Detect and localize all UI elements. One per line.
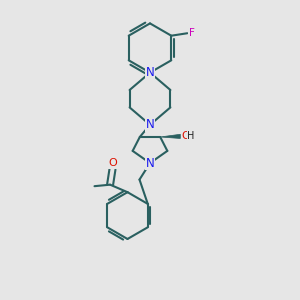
Text: H: H bbox=[188, 131, 195, 141]
Text: O: O bbox=[181, 131, 190, 141]
Text: N: N bbox=[146, 157, 154, 169]
Text: O: O bbox=[108, 158, 117, 168]
Text: F: F bbox=[189, 28, 194, 38]
Polygon shape bbox=[160, 134, 180, 139]
Text: N: N bbox=[146, 118, 154, 131]
Text: N: N bbox=[146, 66, 154, 79]
